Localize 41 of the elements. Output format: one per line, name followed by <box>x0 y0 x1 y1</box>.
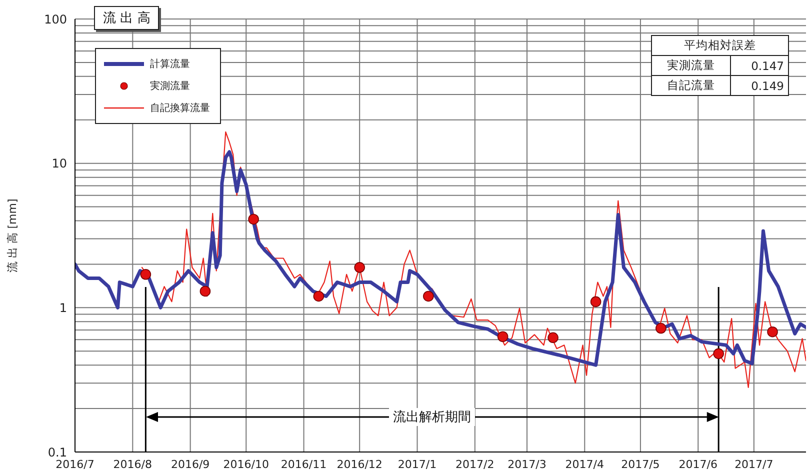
x-tick-label: 2016/9 <box>170 458 210 471</box>
x-tick-label: 2017/1 <box>398 458 437 471</box>
point <box>248 214 259 225</box>
point <box>140 269 152 280</box>
annotation: 流出解析期間 <box>389 408 476 426</box>
point <box>713 348 724 360</box>
annotation: 0.147 <box>730 56 788 76</box>
point <box>590 296 602 308</box>
legend-label: 実測流量 <box>150 80 190 93</box>
y-tick-label: 0.1 <box>48 445 67 460</box>
x-tick-label: 2017/6 <box>678 458 718 471</box>
x-tick-label: 2017/5 <box>621 458 660 471</box>
point <box>354 262 365 273</box>
y-tick-label: 1 <box>59 300 67 315</box>
point <box>767 326 778 338</box>
annotation: 実測流量 <box>652 56 730 76</box>
x-tick-label: 2017/2 <box>456 458 494 471</box>
chart-title: 流 出 高 <box>94 6 160 30</box>
x-tick-label: 2016/10 <box>223 458 269 471</box>
legend-label: 計算流量 <box>150 58 190 71</box>
point <box>313 290 324 302</box>
line-series <box>75 150 806 367</box>
x-tick-label: 2016/8 <box>113 458 152 471</box>
x-tick-label: 2017/4 <box>565 458 604 471</box>
x-tick-label: 2016/7 <box>56 458 94 471</box>
point <box>548 332 558 344</box>
x-tick-label: 2016/12 <box>336 458 382 471</box>
annotation: 平均相対誤差 <box>652 36 788 56</box>
point <box>200 286 211 297</box>
y-tick-label: 100 <box>44 12 67 26</box>
x-tick-label: 2016/11 <box>280 458 327 471</box>
y-tick-label: 10 <box>52 156 67 171</box>
legend-label: 自記換算流量 <box>150 102 210 115</box>
point <box>656 322 666 334</box>
y-axis-title: 流 出 高 [mm] <box>6 198 19 272</box>
x-tick-label: 2017/3 <box>508 458 546 471</box>
x-tick-label: 2017/7 <box>734 458 774 471</box>
point <box>423 290 434 302</box>
point <box>497 331 508 342</box>
annotation: 自記流量 <box>652 76 730 96</box>
annotation: 0.149 <box>730 76 788 96</box>
